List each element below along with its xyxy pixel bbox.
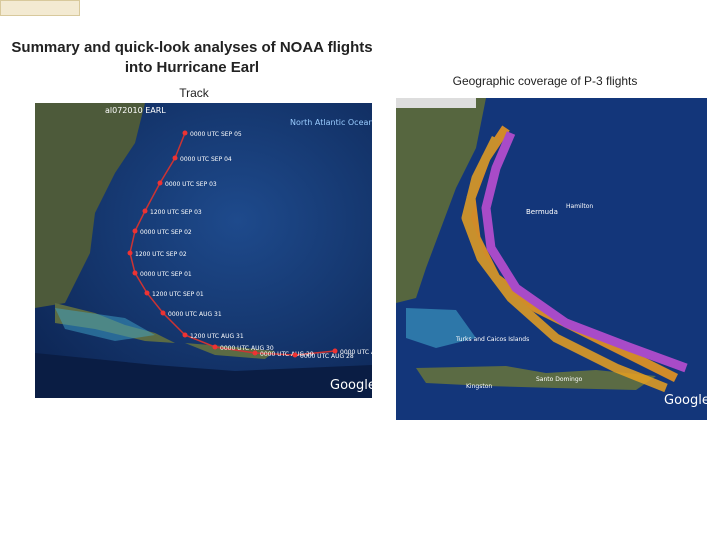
shallows	[406, 308, 476, 348]
title-line: Summary and quick-look analyses of NOAA …	[11, 39, 373, 56]
map-heading: al072010 EARL	[105, 106, 166, 115]
track-point	[252, 350, 258, 356]
track-label: 0000 UTC SEP 05	[190, 131, 242, 138]
track-map: al072010 EARL North Atlantic Ocean Googl…	[35, 103, 372, 398]
track-label: 0000 UTC AUG 30	[220, 345, 274, 352]
track-label: 0000 UTC SEP 04	[180, 156, 232, 163]
track-label: 1200 UTC SEP 01	[152, 291, 204, 298]
track-label: 0000 UTC AUG 29	[260, 351, 314, 358]
deep-sea	[35, 353, 372, 398]
track-label: 1200 UTC SEP 02	[135, 251, 187, 258]
track-point	[212, 344, 218, 350]
land	[35, 103, 145, 308]
track-point	[160, 310, 166, 316]
track-point	[182, 130, 188, 136]
map-label: Hamilton	[566, 203, 593, 210]
track-label: 0000 UTC AUG 26	[340, 349, 372, 356]
track-point	[127, 250, 133, 256]
map-label: Kingston	[466, 383, 492, 390]
land	[396, 98, 486, 303]
corner-decoration	[0, 0, 80, 16]
track-label: 1200 UTC SEP 03	[150, 209, 202, 216]
flight-track	[461, 135, 668, 393]
logo: Google	[330, 378, 372, 393]
track-point	[132, 228, 138, 234]
shallows	[55, 308, 155, 341]
map-label: Bermuda	[526, 208, 558, 216]
map-label: Turks and Caicos Islands	[455, 336, 529, 343]
legend-strip	[396, 98, 476, 108]
map-label: Santo Domingo	[536, 376, 583, 383]
land	[185, 343, 275, 359]
track-point	[182, 332, 188, 338]
track-point	[132, 270, 138, 276]
track-point	[144, 290, 150, 296]
title-line: into Hurricane Earl	[124, 59, 260, 76]
track-point	[332, 348, 338, 354]
track-point	[142, 208, 148, 214]
track-point	[157, 180, 163, 186]
caption: Track	[179, 86, 209, 100]
track-label: 0000 UTC SEP 01	[140, 271, 192, 278]
ocean-label: North Atlantic Ocean	[290, 118, 372, 127]
track-label: 0000 UTC SEP 02	[140, 229, 192, 236]
logo: Google	[664, 393, 707, 408]
flight-track	[481, 131, 688, 373]
caption: Geographic coverage of P-3 flights	[452, 74, 638, 88]
track-label: 0000 UTC AUG 28	[300, 353, 354, 360]
track-point	[172, 155, 178, 161]
track-label: 0000 UTC AUG 31	[168, 311, 222, 318]
track-point	[292, 352, 298, 358]
track-line	[129, 132, 336, 356]
coverage-map: Bermuda Hamilton Turks and Caicos Island…	[396, 98, 707, 420]
title: Summary and quick-look analyses of NOAA …	[0, 38, 384, 78]
track-label: 0000 UTC SEP 03	[165, 181, 217, 188]
track-label: 1200 UTC AUG 31	[190, 333, 244, 340]
land	[416, 366, 656, 390]
